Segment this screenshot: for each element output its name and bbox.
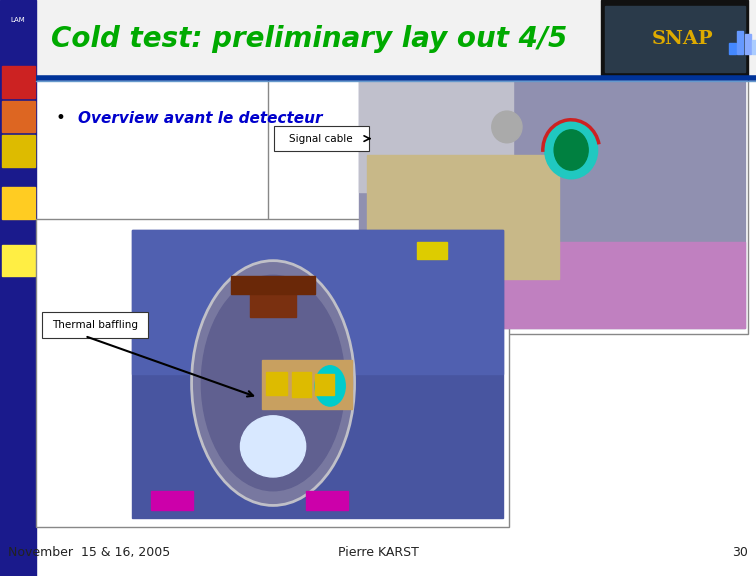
FancyBboxPatch shape	[274, 126, 369, 151]
Text: 30: 30	[733, 547, 748, 559]
Ellipse shape	[315, 366, 345, 406]
Bar	[367, 155, 559, 279]
Text: SNAP: SNAP	[651, 30, 713, 48]
Bar	[2, 66, 35, 98]
Bar	[132, 230, 503, 518]
Bar	[132, 230, 503, 374]
Bar	[359, 242, 745, 328]
Text: Overview avant le detecteur: Overview avant le detecteur	[78, 111, 322, 126]
Bar	[36, 219, 509, 527]
Bar	[231, 276, 314, 294]
Text: Thermal baffling: Thermal baffling	[52, 320, 138, 330]
Ellipse shape	[240, 416, 305, 477]
Ellipse shape	[491, 111, 522, 143]
Text: •: •	[55, 109, 65, 127]
Text: Signal cable: Signal cable	[290, 134, 353, 143]
Ellipse shape	[554, 130, 588, 170]
Bar	[745, 35, 751, 55]
Bar	[359, 81, 745, 328]
Bar	[265, 372, 287, 395]
Text: Pierre KARST: Pierre KARST	[338, 547, 418, 559]
Bar	[417, 242, 447, 259]
Bar	[314, 374, 333, 395]
Ellipse shape	[191, 261, 355, 506]
Bar	[752, 40, 756, 55]
Bar	[268, 78, 748, 334]
Bar	[601, 0, 748, 78]
Text: Cold test: preliminary lay out 4/5: Cold test: preliminary lay out 4/5	[51, 25, 568, 53]
Bar	[292, 372, 311, 397]
Bar	[359, 81, 513, 192]
Bar	[730, 43, 736, 55]
Bar	[0, 0, 36, 576]
Text: LAM: LAM	[11, 17, 26, 23]
FancyBboxPatch shape	[42, 312, 148, 338]
Ellipse shape	[544, 121, 597, 179]
Bar	[2, 245, 35, 276]
Text: November  15 & 16, 2005: November 15 & 16, 2005	[8, 547, 170, 559]
Bar	[605, 6, 745, 72]
Bar	[2, 187, 35, 219]
Bar	[737, 32, 743, 55]
Bar	[2, 101, 35, 132]
Bar	[36, 0, 756, 78]
Ellipse shape	[201, 275, 345, 491]
Bar	[250, 282, 296, 317]
Bar	[2, 135, 35, 167]
Bar	[262, 360, 352, 409]
Bar	[151, 491, 193, 510]
Bar	[306, 491, 348, 510]
